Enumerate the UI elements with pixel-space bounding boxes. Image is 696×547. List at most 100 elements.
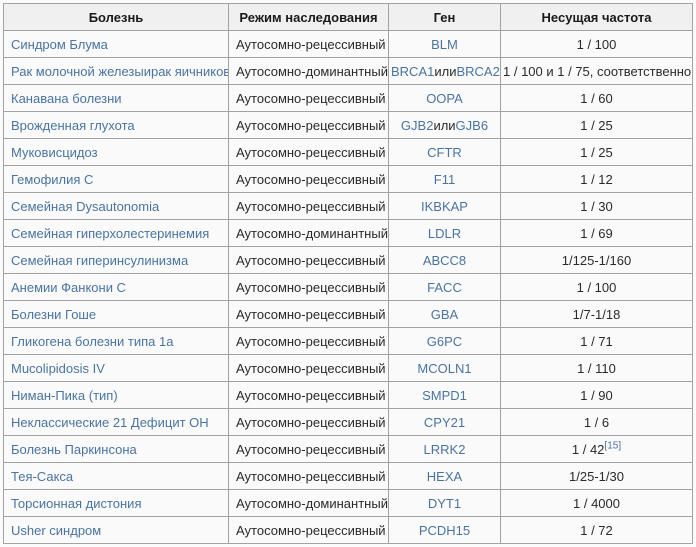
cell-text: 1 / 100	[576, 36, 617, 52]
gene-link[interactable]: ABCC8	[422, 252, 467, 268]
inheritance-text: Аутосомно-рецессивный	[236, 279, 386, 295]
gene-link[interactable]: BRCA1	[391, 63, 435, 79]
inheritance-cell: Аутосомно-рецессивный	[228, 435, 389, 463]
gene-link[interactable]: LDLR	[427, 225, 462, 241]
inheritance-cell: Аутосомно-доминантный	[228, 219, 389, 247]
gene-cell: LRRK2	[388, 435, 501, 463]
cell-text: 1/25-1/30	[569, 468, 624, 484]
gene-link[interactable]: SMPD1	[422, 387, 467, 403]
inheritance-cell: Аутосомно-рецессивный	[228, 84, 389, 112]
disease-link[interactable]: Usher синдром	[11, 522, 102, 538]
inheritance-text: Аутосомно-рецессивный	[236, 90, 386, 106]
disease-link[interactable]: Анемии Фанкони C	[11, 279, 126, 295]
inheritance-text: Аутосомно-рецессивный	[236, 198, 386, 214]
gene-link[interactable]: FACC	[427, 279, 462, 295]
frequency-cell: 1 / 42[15]	[500, 435, 693, 463]
disease-link[interactable]: Муковисцидоз	[11, 144, 98, 160]
disease-link[interactable]: Торсионная дистония	[11, 495, 142, 511]
frequency-cell: 1 / 72	[500, 516, 693, 544]
table-row: Гемофилия C Аутосомно-рецессивный F11 1 / 1…	[3, 165, 693, 193]
disease-link[interactable]: Семейная Dysautonomia	[11, 198, 160, 214]
frequency-cell: 1 / 25	[500, 111, 693, 139]
disease-link[interactable]: Ниман-Пика (тип)	[11, 387, 118, 403]
table-row: Тея-Сакса Аутосомно-рецессивный HEXA 1/25-1…	[3, 462, 693, 490]
disease-cell: Болезни Гоше	[3, 300, 229, 328]
gene-link[interactable]: GJB6	[455, 117, 489, 133]
column-header-disease: Болезнь	[3, 3, 229, 31]
gene-link[interactable]: GJB2	[400, 117, 434, 133]
gene-cell: GJB2илиGJB6	[388, 111, 501, 139]
inheritance-cell: Аутосомно-рецессивный	[228, 354, 389, 382]
table-row: Анемии Фанкони C Аутосомно-рецессивный FAC…	[3, 273, 693, 301]
frequency-cell: 1 / 110	[500, 354, 693, 382]
gene-cell: ABCC8	[388, 246, 501, 274]
frequency-cell: 1 / 30	[500, 192, 693, 220]
disease-cell: Врожденная глухота	[3, 111, 229, 139]
disease-link[interactable]: Тея-Сакса	[11, 468, 74, 484]
gene-link[interactable]: CPY21	[423, 414, 466, 430]
gene-link[interactable]: DYT1	[427, 495, 462, 511]
disease-link[interactable]: Гликогена болезни типа 1a	[11, 333, 174, 349]
disease-link[interactable]: Семейная гиперхолестеринемия	[11, 225, 210, 241]
cell-text: 1 / 42	[571, 441, 605, 457]
gene-link[interactable]: CFTR	[427, 144, 462, 160]
gene-link[interactable]: GBA	[430, 306, 459, 322]
disease-link[interactable]: Канавана болезни	[11, 90, 122, 106]
carrier-frequency-table: Болезнь Режим наследования Ген Несущая ч…	[3, 3, 693, 544]
inheritance-text: Аутосомно-рецессивный	[236, 522, 386, 538]
inheritance-text: Аутосомно-рецессивный	[236, 387, 386, 403]
table-row: Mucolipidosis IV Аутосомно-рецессивный MCO…	[3, 354, 693, 382]
disease-link[interactable]: Врожденная глухота	[11, 117, 135, 133]
gene-link[interactable]: BLM	[431, 36, 458, 52]
inheritance-text: Аутосомно-доминантный	[236, 495, 388, 511]
table-body: Синдром Блума Аутосомно-рецессивный BLM 1 /…	[3, 30, 693, 544]
disease-link[interactable]: Mucolipidosis IV	[11, 360, 105, 376]
table-row: Usher синдром Аутосомно-рецессивный PCDH15…	[3, 516, 693, 544]
gene-cell: DYT1	[388, 489, 501, 517]
inheritance-text: Аутосомно-рецессивный	[236, 441, 386, 457]
disease-link[interactable]: Неклассические 21 Дефицит ОН	[11, 414, 209, 430]
disease-cell: Канавана болезни	[3, 84, 229, 112]
table-row: Канавана болезни Аутосомно-рецессивный OOP…	[3, 84, 693, 112]
inheritance-text: Аутосомно-рецессивный	[236, 306, 386, 322]
frequency-cell: 1 / 100 и 1 / 75, соответственно	[500, 57, 693, 85]
inheritance-cell: Аутосомно-рецессивный	[228, 138, 389, 166]
cell-text: 1 / 110	[577, 360, 616, 376]
reference-link[interactable]: [15]	[604, 440, 622, 452]
gene-link[interactable]: G6PC	[426, 333, 463, 349]
inheritance-text: Аутосомно-рецессивный	[236, 414, 386, 430]
cell-text: или	[433, 117, 456, 133]
inheritance-text: Аутосомно-рецессивный	[236, 252, 386, 268]
disease-link[interactable]: Болезни Гоше	[11, 306, 97, 322]
inheritance-cell: Аутосомно-доминантный	[228, 57, 389, 85]
cell-text: 1 / 69	[580, 225, 613, 241]
disease-cell: Семейная гиперхолестеринемия	[3, 219, 229, 247]
cell-text: 1 / 12	[580, 171, 613, 187]
gene-link[interactable]: IKBKAP	[421, 198, 468, 214]
disease-link[interactable]: Гемофилия C	[11, 171, 94, 187]
disease-cell: Болезнь Паркинсона	[3, 435, 229, 463]
gene-link[interactable]: PCDH15	[418, 522, 471, 538]
gene-link[interactable]: MCOLN1	[417, 360, 472, 376]
table-row: Болезни Гоше Аутосомно-рецессивный GBA 1/7-…	[3, 300, 693, 328]
disease-cell: Рак молочной железыирак яичников	[3, 57, 229, 85]
gene-cell: CFTR	[388, 138, 501, 166]
gene-link[interactable]: OOPA	[426, 90, 463, 106]
gene-link[interactable]: LRRK2	[423, 441, 466, 457]
inheritance-text: Аутосомно-рецессивный	[236, 36, 386, 52]
cell-text: 1/125-1/160	[561, 252, 632, 268]
inheritance-text: Аутосомно-рецессивный	[236, 171, 386, 187]
disease-link[interactable]: Синдром Блума	[11, 36, 108, 52]
frequency-cell: 1 / 71	[500, 327, 693, 355]
disease-link[interactable]: Болезнь Паркинсона	[11, 441, 137, 457]
frequency-cell: 1 / 90	[500, 381, 693, 409]
table-row: Болезнь Паркинсона Аутосомно-рецессивный L…	[3, 435, 693, 463]
disease-link[interactable]: Рак молочной железыирак яичников	[11, 63, 229, 79]
gene-link[interactable]: F11	[433, 171, 456, 187]
cell-text: 1 / 6	[583, 414, 610, 430]
gene-link[interactable]: BRCA2	[456, 63, 500, 79]
disease-link[interactable]: Семейная гиперинсулинизма	[11, 252, 189, 268]
gene-link[interactable]: HEXA	[426, 468, 463, 484]
frequency-cell: 1 / 25	[500, 138, 693, 166]
gene-cell: MCOLN1	[388, 354, 501, 382]
